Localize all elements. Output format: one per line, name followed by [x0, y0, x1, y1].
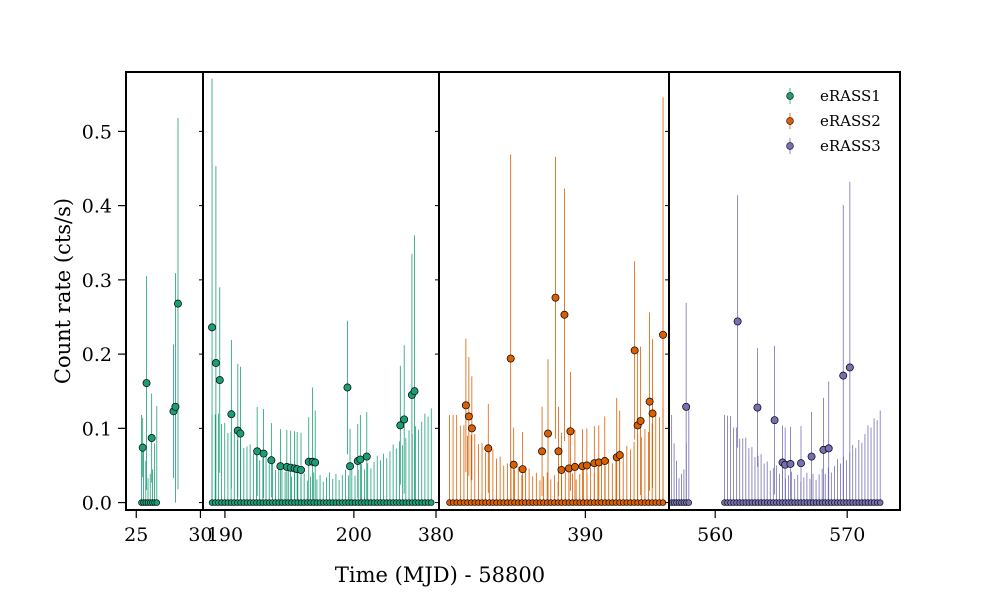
data-point	[236, 429, 245, 438]
data-point	[208, 323, 216, 332]
legend-marker	[786, 142, 794, 150]
data-point	[400, 415, 409, 424]
y-tick-label: 0.1	[82, 418, 112, 440]
legend-label: eRASS1	[820, 87, 881, 105]
data-point	[153, 499, 161, 506]
y-tick-label: 0.0	[82, 493, 112, 515]
data-point	[554, 447, 563, 456]
data-point	[560, 310, 569, 319]
x-axis-title: Time (MJD) - 58800	[335, 563, 545, 587]
x-tick-label: 390	[567, 524, 603, 546]
data-point	[227, 410, 236, 419]
data-point	[786, 460, 795, 468]
data-point	[267, 456, 276, 465]
legend-label: eRASS2	[820, 112, 881, 130]
data-point	[346, 462, 354, 471]
data-point	[685, 499, 692, 506]
data-point	[753, 403, 762, 412]
panel-content	[138, 118, 182, 506]
y-axis: 0.0 0.1 0.2 0.3 0.4 0.5	[82, 121, 669, 515]
data-point	[682, 402, 691, 411]
data-point	[297, 465, 305, 474]
data-point	[142, 379, 151, 388]
data-point	[648, 409, 657, 418]
x-tick-label: 380	[418, 524, 454, 546]
data-point	[171, 402, 180, 411]
legend: eRASS1 eRASS2 eRASS3	[786, 87, 881, 155]
panel-3: 380 390	[418, 71, 670, 546]
data-point	[659, 330, 667, 339]
data-point	[147, 434, 156, 442]
data-point	[311, 458, 320, 467]
data-point	[582, 461, 591, 470]
data-point	[566, 427, 575, 436]
panel-frame	[125, 71, 204, 511]
data-point	[410, 387, 419, 396]
x-tick-label: 570	[829, 524, 865, 546]
data-point	[538, 447, 547, 456]
data-point	[461, 401, 470, 410]
x-tick-label: 25	[124, 524, 148, 546]
data-point	[484, 444, 493, 453]
data-point	[343, 383, 352, 392]
data-point	[839, 371, 848, 380]
data-point	[807, 452, 816, 461]
data-point	[770, 416, 779, 425]
data-point	[138, 443, 147, 452]
data-point	[467, 424, 476, 433]
data-point	[551, 293, 560, 302]
panel-4: 560 570	[668, 71, 901, 546]
panel-content	[208, 78, 435, 506]
legend-label: eRASS3	[820, 137, 881, 155]
data-point	[570, 462, 579, 471]
data-point	[600, 457, 609, 465]
data-point	[396, 421, 405, 430]
data-point	[630, 346, 639, 355]
y-axis-title: Count rate (cts/s)	[51, 198, 75, 384]
data-point	[557, 465, 566, 474]
y-tick-label: 0.4	[82, 196, 112, 218]
data-point	[506, 354, 515, 363]
data-point	[174, 299, 182, 308]
data-point	[824, 444, 833, 453]
y-tick-label: 0.5	[82, 121, 112, 143]
y-tick-label: 0.2	[82, 344, 112, 366]
x-tick-label: 30	[188, 524, 212, 546]
data-point	[544, 429, 552, 438]
data-point	[636, 416, 645, 425]
panel-content	[669, 181, 884, 506]
x-tick-label: 560	[697, 524, 733, 546]
data-point	[276, 462, 285, 471]
data-point	[645, 397, 654, 406]
data-point	[211, 359, 220, 367]
y-tick-label: 0.3	[82, 270, 112, 292]
data-point	[845, 363, 854, 372]
data-point	[215, 376, 224, 385]
data-point	[356, 455, 365, 464]
panel-1: 25 30	[124, 71, 213, 546]
data-point	[876, 499, 884, 506]
data-point	[615, 451, 624, 460]
data-point	[797, 459, 805, 468]
data-point	[733, 317, 742, 326]
data-point	[428, 499, 435, 506]
x-tick-label: 200	[336, 524, 372, 546]
panel-frame	[668, 71, 901, 511]
data-point	[362, 452, 371, 461]
legend-marker	[786, 117, 794, 125]
panel-content	[446, 97, 667, 506]
data-point	[518, 465, 527, 474]
data-point	[259, 449, 268, 458]
x-tick-label: 190	[207, 524, 243, 546]
data-point	[464, 412, 473, 421]
panel-2: 190 200	[202, 71, 440, 546]
panel-frame	[202, 71, 440, 511]
legend-marker	[786, 92, 794, 100]
data-point	[509, 460, 518, 469]
